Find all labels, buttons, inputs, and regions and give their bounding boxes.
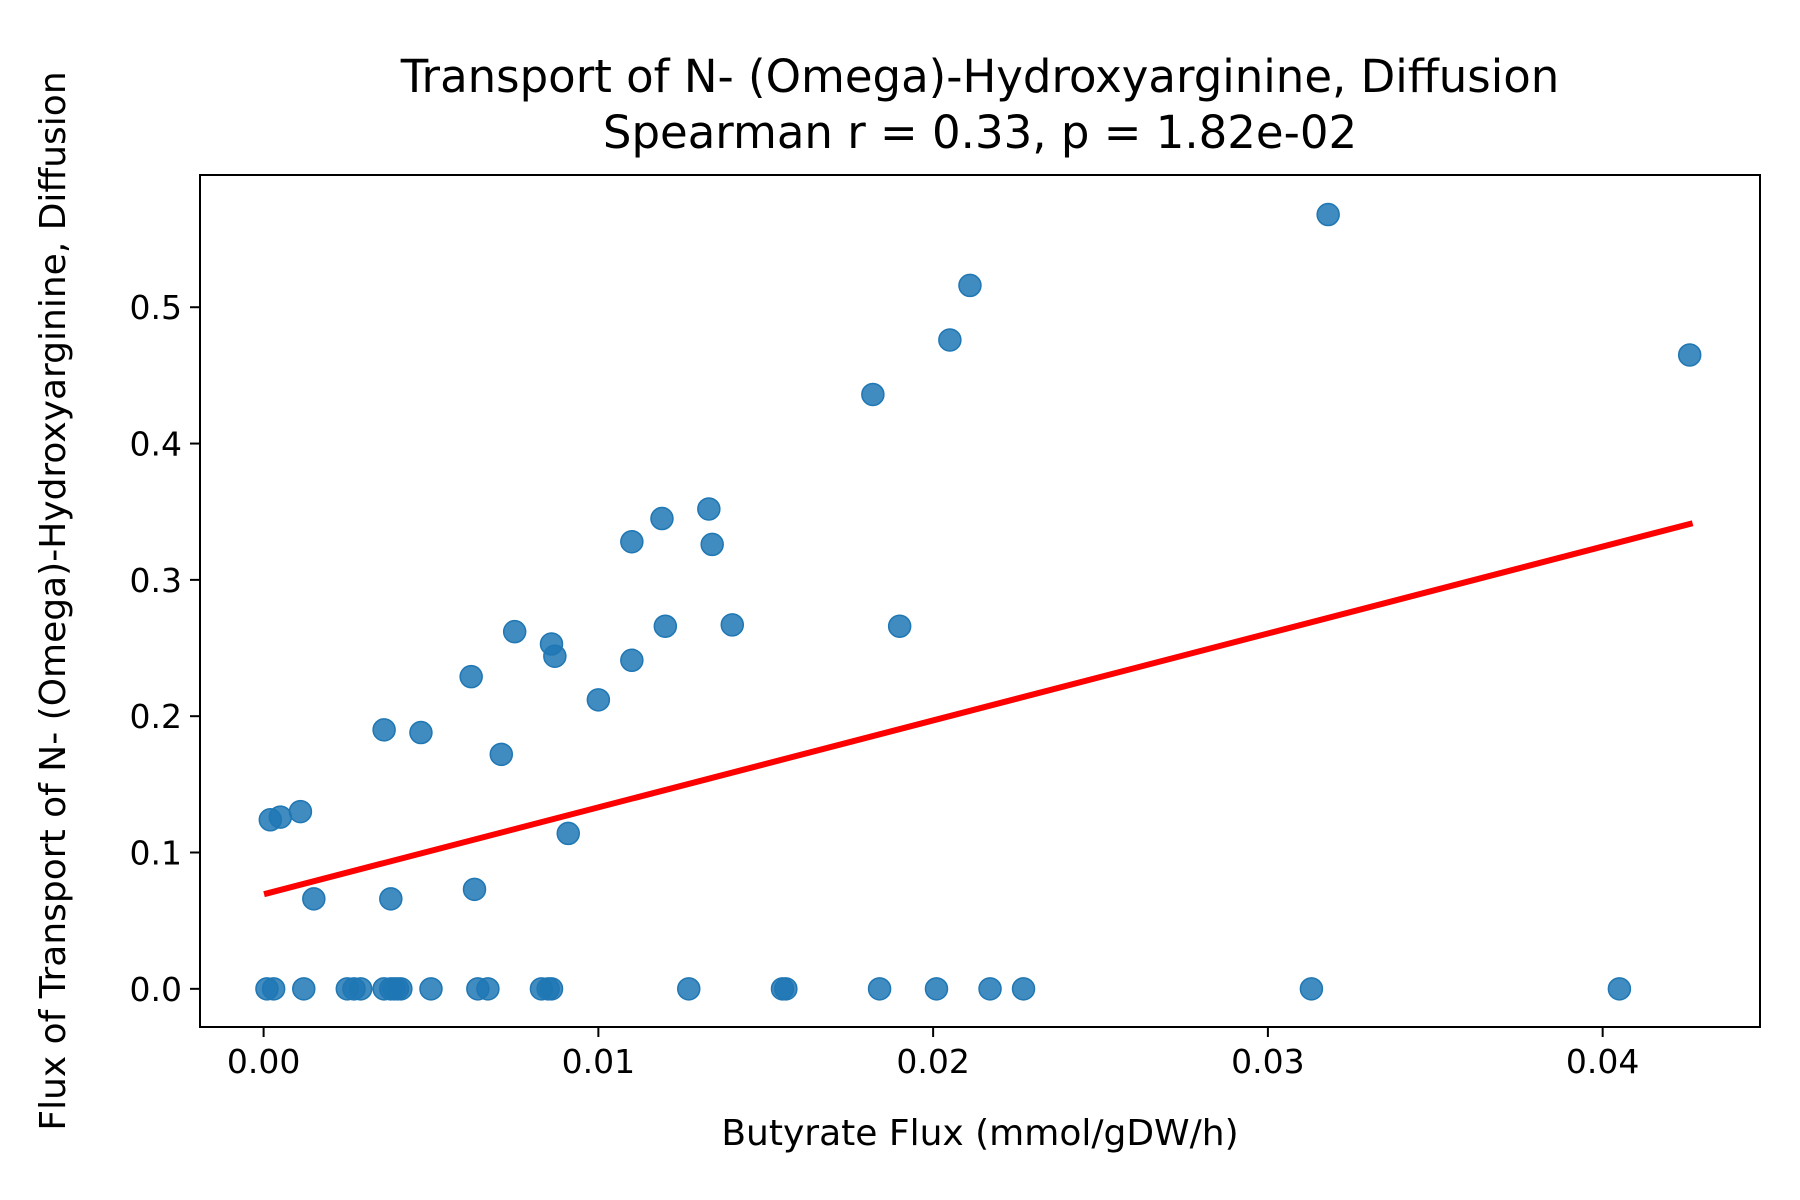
data-point	[1011, 977, 1036, 1001]
data-point	[677, 977, 701, 1001]
data-point	[302, 887, 326, 911]
data-point	[650, 506, 674, 531]
axis-ticks: 0.00 0.01 0.02 0.03 0.04 0.0 0.1 0.2 0.3 0.4 0.5	[130, 288, 1640, 1081]
chart-title: Transport of N- (Omega)-Hydroxyarginine,…	[400, 50, 1560, 103]
data-point	[720, 613, 745, 637]
data-point	[379, 887, 403, 911]
data-point	[867, 977, 892, 1001]
data-point	[292, 977, 316, 1001]
data-point	[1316, 202, 1340, 227]
data-point	[288, 799, 313, 824]
data-point	[620, 648, 644, 673]
data-point	[774, 977, 798, 1001]
y-axis-label: Flux of Transport of N- (Omega)-Hydroxya…	[33, 71, 74, 1130]
y-tick-label: 0.4	[130, 425, 182, 464]
data-point	[620, 529, 644, 554]
data-point	[539, 977, 564, 1001]
data-point	[268, 805, 293, 829]
data-point	[938, 328, 962, 352]
data-point	[261, 977, 286, 1001]
data-point	[1299, 977, 1324, 1001]
trend-line	[263, 520, 1694, 898]
data-point	[476, 977, 500, 1001]
x-tick-label: 0.02	[896, 1042, 969, 1081]
x-tick-label: 0.01	[562, 1042, 635, 1081]
trend-line-group	[263, 520, 1694, 898]
data-point	[556, 821, 580, 846]
data-point	[1677, 343, 1702, 367]
data-point	[958, 273, 982, 298]
x-tick-label: 0.00	[227, 1042, 300, 1081]
y-tick-label: 0.5	[130, 288, 182, 327]
data-point	[372, 718, 396, 742]
data-point	[489, 742, 514, 767]
data-point	[348, 977, 373, 1001]
y-tick-label: 0.3	[130, 561, 182, 600]
data-point	[419, 977, 443, 1001]
data-point	[543, 644, 567, 668]
y-tick-label: 0.1	[130, 834, 182, 873]
data-point	[978, 977, 1002, 1001]
data-point	[653, 614, 678, 638]
data-point	[459, 664, 483, 689]
data-point	[409, 720, 433, 745]
plot-frame	[199, 174, 1761, 1028]
data-point	[389, 977, 413, 1001]
data-point	[700, 532, 724, 557]
data-point	[586, 688, 611, 712]
x-tick-label: 0.03	[1231, 1042, 1304, 1081]
x-tick-label: 0.04	[1566, 1042, 1639, 1081]
x-axis-label: Butyrate Flux (mmol/gDW/h)	[721, 1113, 1238, 1154]
y-tick-label: 0.0	[130, 970, 182, 1009]
chart-subtitle: Spearman r = 0.33, p = 1.82e-02	[603, 106, 1357, 159]
data-point	[502, 619, 527, 644]
data-point	[697, 497, 721, 521]
y-tick-label: 0.2	[130, 697, 182, 736]
data-point	[1607, 977, 1632, 1001]
data-point	[861, 382, 885, 407]
data-point	[462, 877, 487, 902]
data-point	[887, 614, 912, 638]
scatter-points	[255, 202, 1702, 1001]
data-point	[924, 977, 949, 1001]
